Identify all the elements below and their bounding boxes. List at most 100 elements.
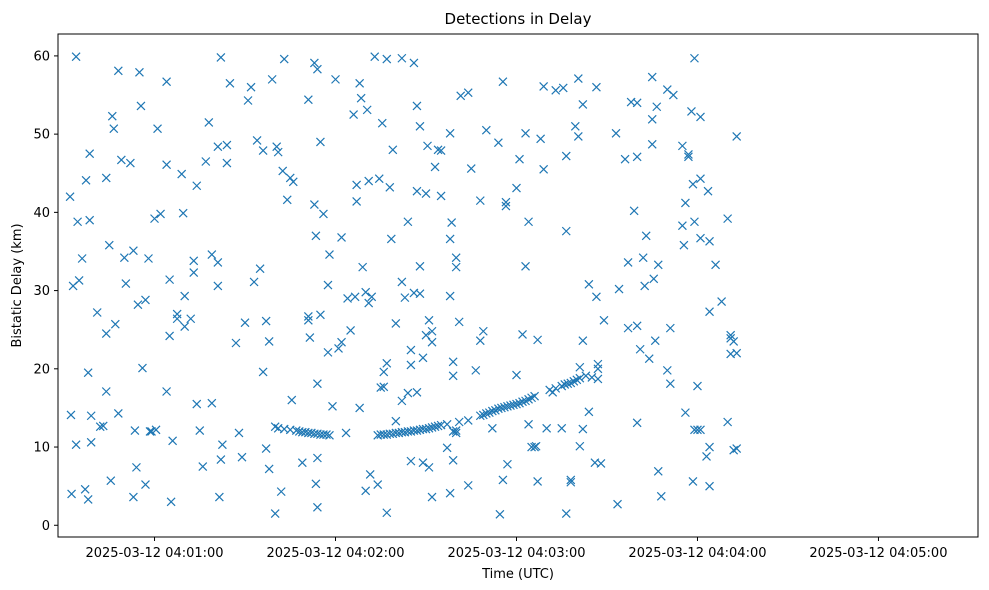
data-point (677, 141, 687, 151)
data-point (566, 477, 576, 487)
data-point (264, 464, 274, 474)
data-point (471, 365, 481, 375)
data-point (463, 480, 473, 490)
data-point (130, 426, 140, 436)
data-point (178, 208, 188, 218)
track-point (575, 373, 585, 383)
track-point (530, 391, 540, 401)
data-point (180, 322, 190, 331)
data-point (573, 132, 583, 141)
data-point (412, 186, 422, 196)
data-point (391, 319, 401, 328)
data-point (533, 477, 543, 486)
data-point (521, 261, 530, 271)
data-point (201, 157, 211, 166)
data-point (311, 479, 321, 489)
data-point (521, 128, 530, 138)
data-point (328, 401, 337, 411)
data-point (270, 509, 280, 518)
data-point (213, 281, 223, 291)
track-point (291, 426, 301, 436)
data-point (702, 452, 711, 461)
data-point (596, 459, 606, 468)
track-point (412, 426, 422, 436)
track-point (587, 372, 597, 382)
x-tick-label: 2025-03-12 04:02:00 (266, 546, 404, 561)
data-point (415, 261, 425, 271)
data-point (448, 357, 458, 367)
data-point (578, 99, 588, 109)
data-point (166, 497, 176, 507)
data-point (352, 196, 362, 206)
y-tick-label: 20 (33, 362, 50, 377)
data-point (297, 458, 307, 468)
track-point (487, 406, 497, 416)
data-point (456, 91, 466, 101)
data-point (427, 492, 437, 502)
data-point (68, 281, 78, 291)
data-point (316, 310, 325, 320)
data-point (662, 365, 672, 375)
data-point (65, 192, 75, 202)
data-point (285, 173, 295, 183)
data-point (119, 253, 129, 263)
chart-title: Detections in Delay (445, 10, 592, 28)
data-point (412, 387, 422, 397)
data-point (279, 54, 289, 64)
data-point (261, 444, 271, 454)
data-point (388, 145, 398, 155)
track-point (463, 416, 473, 425)
data-point (644, 354, 654, 364)
data-point (261, 316, 271, 326)
data-point (427, 326, 437, 336)
x-tick-label: 2025-03-12 04:04:00 (628, 546, 766, 561)
data-point (364, 298, 374, 308)
data-point (592, 292, 601, 302)
data-point (101, 387, 111, 396)
track-point (512, 399, 521, 409)
data-point (539, 81, 549, 91)
data-point (249, 277, 259, 287)
data-point (623, 257, 633, 267)
data-point (101, 329, 111, 339)
data-point (448, 455, 458, 465)
data-point (445, 234, 455, 244)
data-point (305, 333, 315, 342)
data-point (255, 264, 265, 274)
data-point (418, 353, 428, 363)
data-point (680, 198, 690, 208)
data-point (475, 196, 485, 206)
data-point (312, 379, 322, 389)
data-point (323, 280, 333, 290)
track-point (325, 430, 334, 440)
data-point (445, 291, 455, 301)
data-point (222, 140, 232, 150)
data-point (423, 141, 432, 151)
x-axis-label: Time (UTC) (481, 567, 554, 582)
data-point (688, 179, 698, 189)
data-point (705, 442, 714, 452)
data-point (632, 321, 642, 331)
data-point (165, 275, 175, 285)
data-point (726, 330, 736, 340)
data-point (647, 72, 657, 82)
data-point (113, 408, 123, 418)
data-point (623, 323, 633, 333)
data-point (557, 423, 567, 433)
data-point (635, 344, 645, 354)
data-point (364, 176, 374, 186)
data-point (352, 180, 362, 190)
data-point (481, 125, 491, 135)
data-point (611, 128, 621, 138)
data-point (192, 399, 202, 409)
track-point (503, 401, 512, 411)
data-point (67, 489, 76, 499)
data-point (501, 197, 511, 207)
data-point (732, 132, 742, 141)
data-point (272, 142, 282, 152)
data-point (495, 509, 505, 519)
data-point (536, 134, 546, 144)
data-point (518, 329, 527, 339)
